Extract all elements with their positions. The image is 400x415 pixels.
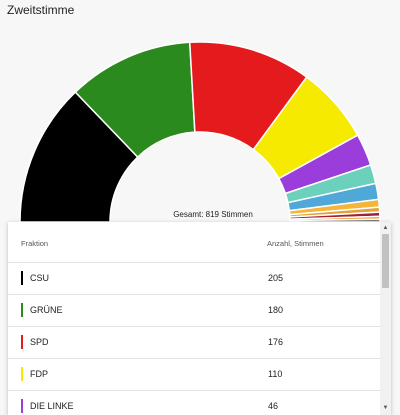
table-row[interactable]: DIE LINKE 46	[8, 391, 380, 415]
column-header-party: Fraktion	[21, 239, 49, 248]
party-color-swatch	[21, 399, 23, 413]
party-name: GRÜNE	[30, 305, 63, 315]
party-color-swatch	[21, 303, 23, 317]
party-name: CSU	[30, 273, 50, 283]
chart-title: Zweitstimme	[7, 3, 75, 17]
results-table: Fraktion Anzahl, Stimmen CSU 205 GRÜNE 1…	[8, 222, 391, 415]
party-color-swatch	[21, 271, 23, 285]
chart-slice-other-11[interactable]	[289, 218, 381, 222]
vote-count: 180	[268, 305, 284, 315]
vote-count: 110	[268, 369, 283, 379]
scroll-down-arrow-icon[interactable]: ▼	[382, 405, 389, 411]
column-header-count: Anzahl, Stimmen	[267, 239, 324, 248]
scrollbar-thumb[interactable]	[382, 234, 389, 288]
scroll-up-arrow-icon[interactable]: ▲	[382, 225, 389, 231]
party-color-swatch	[21, 367, 23, 381]
table-header: Fraktion Anzahl, Stimmen	[8, 222, 380, 263]
party-name: FDP	[30, 369, 48, 379]
party-name: SPD	[30, 337, 49, 347]
seat-distribution-chart	[19, 41, 381, 222]
table-scrollbar[interactable]: ▲ ▼	[380, 222, 391, 415]
table-body: CSU 205 GRÜNE 180 SPD 176 FDP 110 DIE LI…	[8, 263, 380, 415]
table-row[interactable]: GRÜNE 180	[8, 295, 380, 327]
party-color-swatch	[21, 335, 23, 349]
table-row[interactable]: SPD 176	[8, 327, 380, 359]
table-row[interactable]: FDP 110	[8, 359, 380, 391]
total-votes-label: Gesamt: 819 Stimmen	[173, 210, 253, 219]
table-row[interactable]: CSU 205	[8, 263, 380, 295]
vote-count: 176	[268, 337, 284, 347]
vote-count: 46	[268, 401, 279, 411]
vote-count: 205	[268, 273, 284, 283]
party-name: DIE LINKE	[30, 401, 74, 411]
